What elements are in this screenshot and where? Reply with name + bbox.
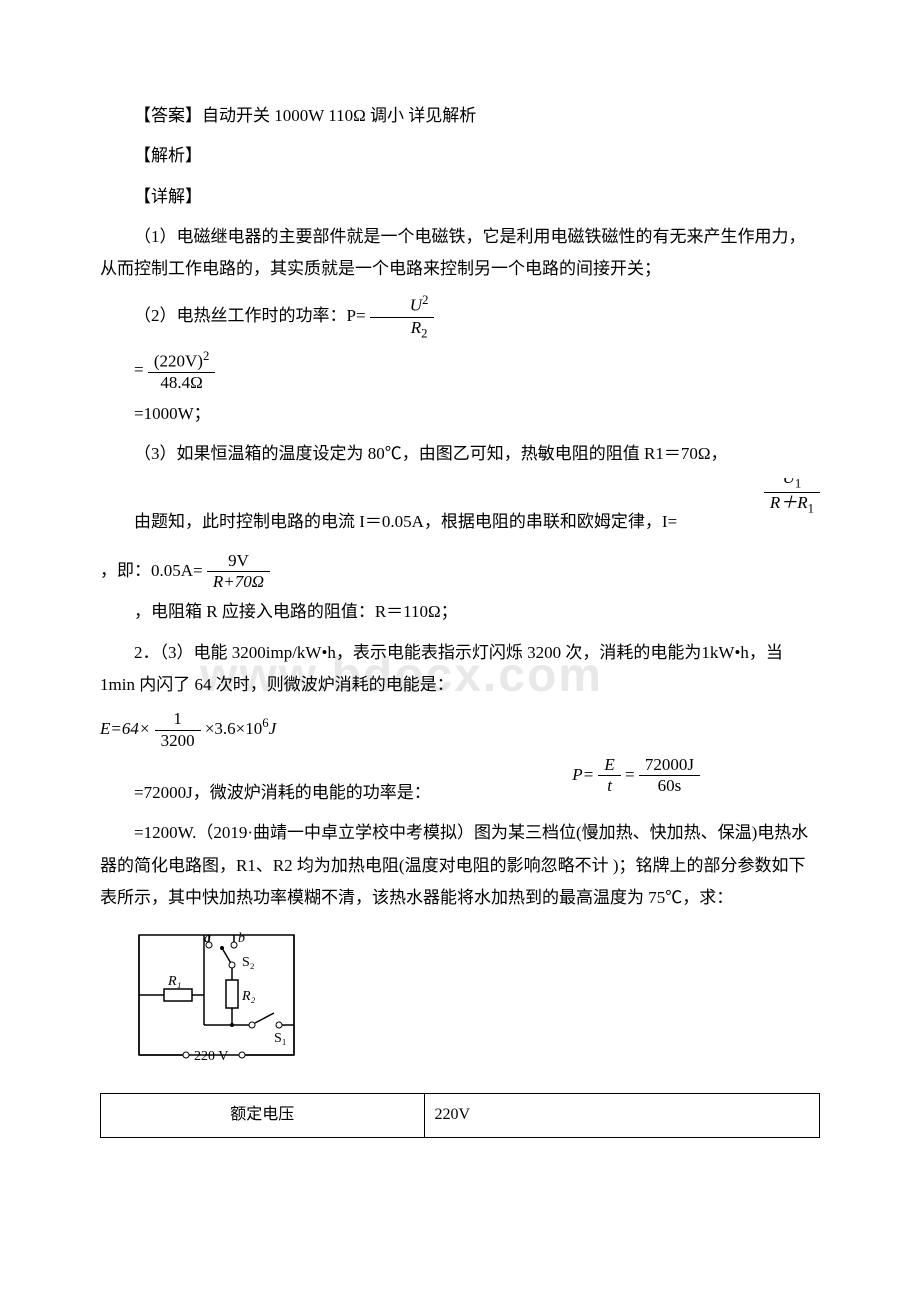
circuit-s1: S₁ xyxy=(274,1031,287,1046)
formula-005a: ，即：0.05A= 9V R+70Ω xyxy=(100,551,820,593)
frac-p-et: P= E t = 72000J 60s xyxy=(572,755,700,797)
formula-p: （2）电热丝工作时的功率：P= U2 R2 xyxy=(100,293,820,341)
frac-num-sup: 2 xyxy=(422,293,428,307)
detail-label: 【详解】 xyxy=(100,181,820,213)
frac-den: R xyxy=(411,318,421,337)
fi-den-sub: 1 xyxy=(808,501,814,515)
frac-den-sub: 2 xyxy=(421,326,427,340)
cell-value: 220V xyxy=(424,1094,819,1137)
fi-den: R＋R xyxy=(770,493,808,512)
f2-num: (220V) xyxy=(154,352,203,371)
e-pre: E=64× xyxy=(100,719,150,738)
answer-line: 【答案】自动开关 1000W 110Ω 调小 详见解析 xyxy=(100,100,820,132)
paragraph-3d: ，电阻箱 R 应接入电路的阻值：R＝110Ω； xyxy=(100,596,820,628)
paragraph-6: =1200W.（2019·曲靖一中卓立学校中考模拟）图为某三档位(慢加热、快加热… xyxy=(100,817,820,914)
circuit-diagram: a b S₂ R₂ R₁ S₁ 220 V xyxy=(134,930,820,1081)
e-den: 3200 xyxy=(155,731,201,751)
fi-num-sub: 1 xyxy=(795,478,801,490)
circuit-a: a xyxy=(204,931,211,946)
spec-table: 额定电压 220V xyxy=(100,1093,820,1137)
frac-u1-rr1: U1 R＋R1 xyxy=(764,478,820,516)
f9v-num: 9V xyxy=(207,551,270,572)
e-num: 1 xyxy=(155,709,201,730)
frac-u2-r2: U2 R2 xyxy=(370,293,435,341)
frac-num: U xyxy=(410,296,422,315)
circuit-r2: R₂ xyxy=(241,989,256,1004)
pef2-den: 60s xyxy=(639,776,700,796)
f2-den: 48.4Ω xyxy=(148,373,215,393)
pe-left: P= xyxy=(572,765,594,784)
e-post: ×3.6×10 xyxy=(205,719,262,738)
p3c-pre: ，即：0.05A= xyxy=(100,560,203,579)
pe-mid: = xyxy=(625,765,635,784)
pef2-num: 72000J xyxy=(639,755,700,776)
paragraph-5: =72000J，微波炉消耗的电能的功率是： xyxy=(100,777,820,809)
paragraph-1: （1）电磁继电器的主要部件就是一个电磁铁，它是利用电磁铁磁性的有无来产生作用力，… xyxy=(100,221,820,286)
circuit-220v: 220 V xyxy=(194,1049,228,1064)
fi-num: U xyxy=(783,478,795,487)
p2-prefix: （2）电热丝工作时的功率：P= xyxy=(134,306,366,325)
paragraph-3b: 由题知，此时控制电路的电流 I＝0.05A，根据电阻的串联和欧姆定律，I= xyxy=(100,506,820,538)
result-p: =1000W； xyxy=(100,398,820,430)
paragraph-4: 2．（3）电能 3200imp/kW•h，表示电能表指示灯闪烁 3200 次，消… xyxy=(100,637,820,702)
table-row: 额定电压 220V xyxy=(101,1094,820,1137)
circuit-s2: S₂ xyxy=(242,955,255,970)
e-j: J xyxy=(269,719,277,738)
frac-220v: (220V)2 48.4Ω xyxy=(148,349,215,393)
frac-1-3200: 1 3200 xyxy=(155,709,201,751)
cell-label: 额定电压 xyxy=(101,1094,425,1137)
formula-220v: = (220V)2 48.4Ω xyxy=(134,349,820,393)
f9v-den: R+70Ω xyxy=(207,572,270,592)
frac-9v: 9V R+70Ω xyxy=(207,551,270,593)
pef1-den: t xyxy=(598,776,620,796)
analysis-label: 【解析】 xyxy=(100,140,820,172)
f2-num-sup: 2 xyxy=(203,349,209,363)
circuit-b: b xyxy=(238,931,245,946)
pef1-num: E xyxy=(598,755,620,776)
paragraph-3: （3）如果恒温箱的温度设定为 80℃，由图乙可知，热敏电阻的阻值 R1＝70Ω， xyxy=(100,438,820,470)
circuit-r1: R₁ xyxy=(167,974,181,989)
formula-e: E=64× 1 3200 ×3.6×106J xyxy=(100,709,820,751)
